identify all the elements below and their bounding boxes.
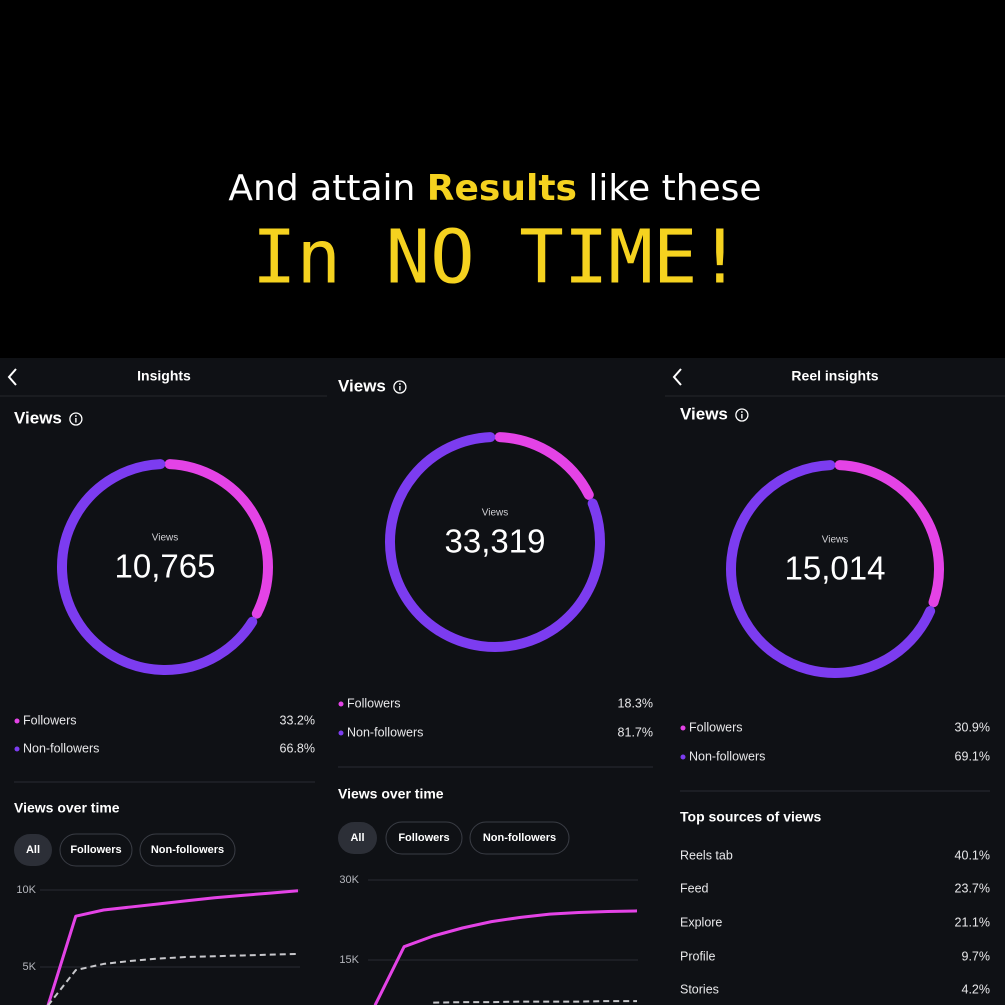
panels: Insights Views Views 10,765 Followers 33.2% No… [0,368,1005,1005]
panels-bg [0,358,1005,1005]
donut-segment [726,460,936,678]
y-tick-label: 5K [23,961,37,973]
filter-pill[interactable] [139,833,236,867]
section-title: Views [680,404,728,423]
section-title: Views [14,408,62,427]
line-series [47,952,299,1005]
legend-name: Followers [23,713,77,727]
legend-value: 18.3% [618,696,653,710]
legend-value: 66.8% [280,741,315,755]
filter-pill[interactable] [338,822,377,854]
section-title: Views [338,376,386,395]
subheadline: In NO TIME! [252,215,742,301]
nav-title: Reel insights [791,368,878,384]
donut-segment [57,459,258,675]
filter-pill-label: All [26,844,40,856]
donut-center-label: Views [482,508,509,519]
headline-part: And attain [228,168,415,209]
donut-total: 15,014 [785,550,886,587]
legend-value: 69.1% [955,749,990,763]
donut-segment [385,432,605,652]
legend-name: Non-followers [689,749,765,763]
legend-name: Followers [689,720,743,734]
chart-title: Views over time [338,786,444,802]
y-tick-label: 10K [16,884,36,896]
filter-pill-label: Followers [398,832,449,844]
back-button[interactable] [672,368,682,386]
legend-dot [338,730,344,736]
donut-segment [834,460,944,608]
y-tick-label: 15K [339,954,359,966]
donut-total: 33,319 [445,523,546,560]
info-icon[interactable] [735,408,749,422]
filter-pill-label: Non-followers [151,844,224,856]
donut-total: 10,765 [115,548,216,585]
nav-title: Insights [137,368,191,384]
source-value: 4.2% [962,982,991,996]
line-series [46,889,299,1005]
filter-pill-label: Non-followers [483,832,556,844]
source-name: Explore [680,915,722,929]
legend-dot [338,701,344,707]
source-name: Stories [680,982,719,996]
insights-panel: Reel insights Views Views 15,014 Followers 30… [665,368,1005,996]
insights-panel: Insights Views Views 10,765 Followers 33.2% No… [0,368,327,1005]
source-value: 21.1% [955,915,990,929]
source-value: 9.7% [962,949,991,963]
source-name: Feed [680,881,709,895]
donut-center-label: Views [152,533,179,544]
legend-value: 81.7% [618,725,653,739]
header-bg [0,0,1005,358]
headline-highlight: Results [427,168,577,209]
info-icon-dot [398,383,401,385]
legend-name: Followers [347,696,401,710]
info-icon[interactable] [393,380,407,394]
legend-dot [14,746,20,752]
filter-pill[interactable] [14,834,52,866]
legend-dot [680,725,686,731]
donut-segment [164,459,273,619]
source-name: Reels tab [680,848,733,862]
legend-name: Non-followers [23,741,99,755]
sources-title: Top sources of views [680,809,822,825]
headline: And attain Results like these [228,168,761,209]
source-value: 40.1% [955,848,990,862]
legend-dot [680,754,686,760]
chart-title: Views over time [14,800,120,816]
legend-value: 30.9% [955,720,990,734]
line-series [433,1000,637,1004]
filter-pill-label: Followers [70,844,121,856]
info-icon[interactable] [69,412,83,426]
insights-panel: Views Views 33,319 Followers 18.3% Non-follow… [338,376,653,1005]
headline-part: like these [588,168,761,209]
source-name: Profile [680,949,715,963]
filter-pill[interactable] [469,821,570,855]
y-tick-label: 30K [339,874,359,886]
info-icon-dot [74,415,77,417]
back-button[interactable] [7,368,17,386]
donut-segment [494,432,594,500]
donut-center-label: Views [822,535,849,546]
legend-name: Non-followers [347,725,423,739]
legend-value: 33.2% [280,713,315,727]
line-series [373,909,638,1005]
info-icon-dot [740,411,743,413]
filter-pill-label: All [350,832,364,844]
filter-pill[interactable] [385,821,463,855]
legend-dot [14,718,20,724]
filter-pill[interactable] [59,833,133,867]
source-value: 23.7% [955,881,990,895]
